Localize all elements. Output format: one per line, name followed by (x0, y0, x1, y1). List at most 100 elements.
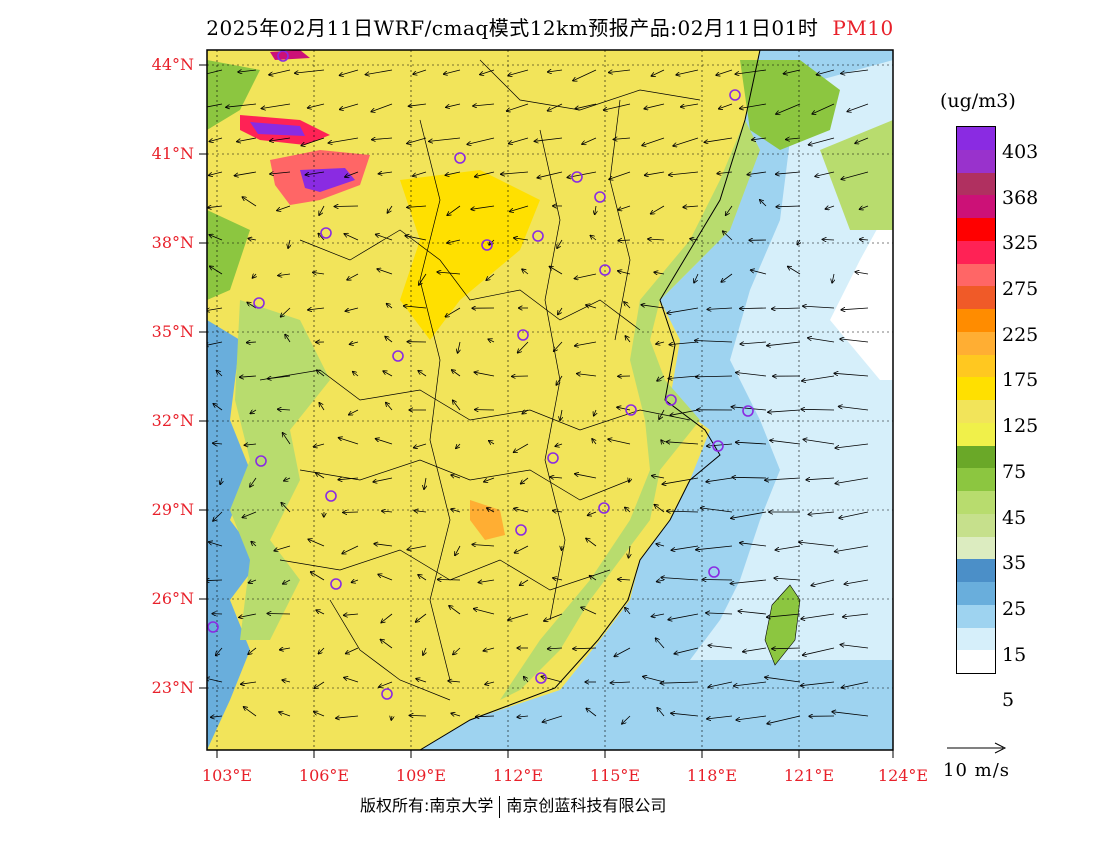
wind-arrow (452, 370, 461, 377)
wind-arrow (345, 171, 359, 177)
wind-arrow (772, 308, 801, 309)
legend-swatch (957, 627, 995, 651)
axis-ticks (199, 64, 894, 758)
wind-arrow (674, 647, 699, 654)
wind-arrow (801, 409, 835, 410)
wind-arrow (860, 206, 869, 209)
wind-arrow (681, 103, 699, 107)
wind-arrow (832, 712, 869, 717)
wind-arrow (458, 341, 460, 353)
wind-arrow (651, 205, 665, 214)
wind-arrow (213, 404, 223, 411)
wind-arrow (736, 373, 767, 377)
wind-arrow (776, 172, 801, 174)
wind-arrow (815, 171, 835, 176)
lon-label-121: 121°E (783, 766, 835, 785)
wind-arrow (340, 103, 359, 109)
station-marker (277, 50, 289, 62)
wind-arrow (732, 477, 767, 478)
legend-tick-35: 35 (1002, 552, 1027, 574)
wind-arrow (283, 579, 291, 584)
wind-arrow (548, 70, 563, 72)
wind-arrow (250, 410, 257, 414)
wind-arrow (277, 205, 291, 211)
wind-arrow (308, 539, 325, 547)
wind-arrow (379, 172, 393, 174)
wind-arrow (855, 272, 869, 274)
wind-arrow (770, 440, 801, 445)
legend-swatch (957, 240, 995, 264)
wind-arrow (409, 104, 427, 106)
wind-arrow (747, 171, 767, 175)
wind-arrow (575, 103, 597, 109)
wind-arrow (510, 205, 529, 212)
wind-arrow (707, 715, 733, 719)
wind-arrow (731, 511, 767, 518)
wind-arrow (451, 713, 461, 716)
wind-arrow (823, 239, 835, 240)
wind-arrow (448, 681, 461, 682)
wind-arrow (524, 677, 529, 683)
wind-arrow (808, 511, 835, 514)
wind-arrow (740, 308, 767, 309)
wind-arrow (319, 205, 325, 215)
wind-arrow (475, 171, 495, 177)
lon-label-118: 118°E (686, 766, 738, 785)
wind-arrow (670, 409, 699, 415)
wind-arrow (860, 239, 869, 240)
wind-arrow (671, 713, 699, 717)
legend-swatch (957, 331, 995, 355)
wind-arrow (279, 712, 291, 717)
wind-arrow (843, 613, 869, 617)
wind-arrow (586, 305, 597, 309)
station-marker (255, 455, 267, 467)
wind-arrow (594, 409, 596, 416)
legend-swatch (957, 149, 995, 173)
lon-label-103: 103°E (201, 766, 253, 785)
wind-arrow (306, 171, 325, 175)
wind-arrow (590, 576, 597, 581)
wind-arrow (423, 647, 426, 655)
wind-arrow (801, 613, 835, 619)
wind-arrow (543, 715, 563, 722)
wind-arrow (706, 477, 733, 482)
wind-arrow (614, 138, 631, 139)
wind-arrow (338, 478, 359, 480)
wind-arrow (281, 503, 291, 513)
wind-arrow (278, 274, 291, 276)
wind-arrow (344, 614, 359, 615)
wind-arrow (488, 339, 495, 342)
wind-arrow (489, 441, 495, 444)
wind-arrow (270, 137, 291, 141)
wind-arrow (768, 410, 801, 412)
wind-arrow (372, 138, 393, 140)
legend-swatch (957, 377, 995, 400)
legend-swatch (957, 513, 995, 537)
wind-arrow (344, 678, 359, 683)
wind-arrow (429, 137, 461, 141)
wind-arrow (652, 476, 665, 478)
wind-arrow (522, 269, 529, 275)
legend-swatch (957, 127, 995, 150)
wind-arrow (456, 443, 460, 448)
wind-arrow (752, 138, 767, 140)
wind-arrow (314, 681, 325, 688)
wind-arrow (642, 137, 665, 146)
wind-arrow (295, 69, 325, 73)
wind-arrow (661, 440, 664, 444)
wind-arrow (554, 341, 563, 351)
wind-arrow (208, 206, 223, 208)
wind-arrow (281, 307, 291, 317)
wind-arrow (716, 69, 733, 75)
color-legend (956, 126, 996, 674)
wind-arrow (557, 239, 563, 248)
wind-arrow (207, 69, 223, 75)
city-stations (207, 50, 754, 700)
wind-arrow (521, 477, 529, 484)
wind-arrow (248, 239, 257, 241)
wind-arrow (262, 103, 291, 109)
wind-arrow (651, 69, 665, 76)
wind-arrow (558, 307, 563, 314)
legend-swatch (957, 536, 995, 560)
